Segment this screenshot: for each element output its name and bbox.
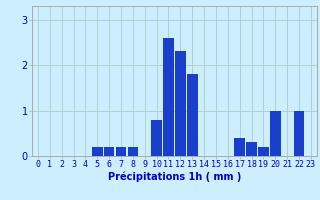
Bar: [104, 147, 115, 156]
Bar: [128, 147, 138, 156]
X-axis label: Précipitations 1h ( mm ): Précipitations 1h ( mm ): [108, 172, 241, 182]
Bar: [294, 111, 304, 156]
Bar: [246, 142, 257, 156]
Bar: [234, 138, 245, 156]
Bar: [258, 147, 269, 156]
Bar: [270, 111, 281, 156]
Bar: [163, 38, 174, 156]
Bar: [187, 74, 197, 156]
Bar: [151, 120, 162, 156]
Bar: [92, 147, 103, 156]
Bar: [175, 51, 186, 156]
Bar: [116, 147, 126, 156]
